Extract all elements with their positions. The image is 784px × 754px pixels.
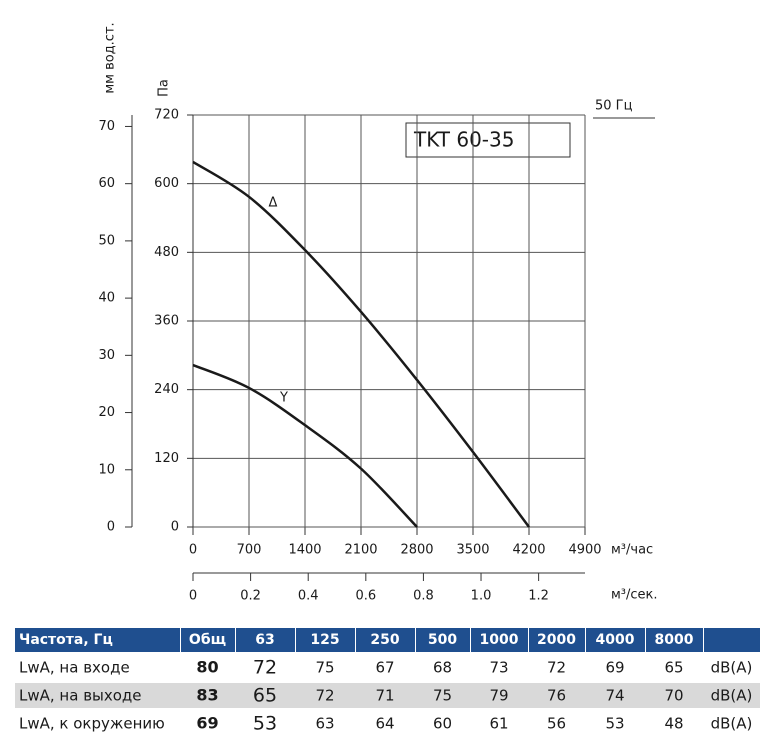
- table-cell: 61: [489, 715, 508, 733]
- table-cell: 69: [605, 659, 624, 677]
- y2-tick-label: 10: [98, 462, 115, 477]
- header-cell: [356, 628, 415, 652]
- x2-tick-label: 1.0: [471, 589, 492, 604]
- header-cell: [646, 628, 703, 652]
- y2-tick-label: 50: [98, 233, 115, 248]
- header-cell: [704, 628, 760, 652]
- table-cell: 70: [664, 687, 683, 705]
- table-cell: LwA, на выходе: [19, 687, 142, 705]
- y-tick-label: 0: [171, 520, 179, 535]
- curve: [192, 363, 418, 528]
- table-cell: 73: [489, 659, 508, 677]
- y2-tick-label: 40: [98, 291, 115, 306]
- y-tick-label: 720: [154, 108, 179, 123]
- table-cell: LwA, к окружению: [19, 715, 165, 733]
- y2-tick-label: 20: [98, 405, 115, 420]
- header-label: 4000: [596, 632, 635, 648]
- y2-tick-label: 30: [98, 348, 115, 363]
- y2-axis-label: мм вод.ст.: [103, 22, 118, 93]
- x2-tick-label: 0.6: [355, 589, 376, 604]
- header-cell: [471, 628, 528, 652]
- y-tick-label: 600: [154, 176, 179, 191]
- header-cell: [296, 628, 355, 652]
- y-tick-label: 360: [154, 314, 179, 329]
- table-cell: 71: [375, 687, 394, 705]
- x-tick-label: 0: [189, 543, 197, 558]
- header-cell: [15, 628, 180, 652]
- header-cell: [529, 628, 585, 652]
- table-cell: 56: [547, 715, 566, 733]
- header-cell: [416, 628, 470, 652]
- table-cell: 83: [196, 686, 218, 705]
- table-cell: 79: [489, 687, 508, 705]
- x-tick-label: 2100: [344, 543, 377, 558]
- y-axis-label: Па: [157, 79, 172, 97]
- table-cell: dB(A): [711, 687, 753, 705]
- y2-tick-label: 60: [98, 176, 115, 191]
- table-cell: 48: [664, 715, 683, 733]
- table-cell: 64: [375, 715, 394, 733]
- table-cell: dB(A): [711, 659, 753, 677]
- header-label: Общ: [189, 632, 226, 648]
- table-cell: 76: [547, 687, 566, 705]
- annotation: 50 Гц: [595, 99, 633, 114]
- y-tick-label: 120: [154, 451, 179, 466]
- table-cell: 72: [547, 659, 566, 677]
- x-tick-label: 1400: [288, 543, 321, 558]
- header-cell: [586, 628, 645, 652]
- table-cell: 53: [605, 715, 624, 733]
- table-cell: 60: [433, 715, 452, 733]
- header-cell: [181, 628, 235, 652]
- title-box: [405, 122, 571, 158]
- y2-tick-label: 70: [98, 119, 115, 134]
- table-cell: 75: [315, 659, 334, 677]
- x-tick-label: 4200: [512, 543, 545, 558]
- x-tick-label: 2800: [400, 543, 433, 558]
- curve: [192, 160, 531, 528]
- table-cell: LwA, на входе: [19, 659, 130, 677]
- curve-label: Δ: [269, 196, 278, 211]
- y2-tick-label: 0: [107, 520, 115, 535]
- chart-title: TKT 60-35: [413, 128, 514, 152]
- table-cell: 72: [315, 687, 334, 705]
- x2-tick-label: 1.2: [528, 589, 549, 604]
- table-cell: dB(A): [711, 715, 753, 733]
- table-cell: 53: [253, 713, 277, 735]
- table-cell: 80: [196, 658, 218, 677]
- table-cell: 72: [253, 657, 277, 679]
- curve-label: Y: [279, 391, 288, 406]
- table-cell: 67: [375, 659, 394, 677]
- x2-tick-label: 0.2: [240, 589, 261, 604]
- x-tick-label: 3500: [456, 543, 489, 558]
- table-cell: 68: [433, 659, 452, 677]
- x-tick-label: 4900: [568, 543, 601, 558]
- table-cell: 69: [196, 714, 218, 733]
- x2-tick-label: 0.4: [298, 589, 319, 604]
- row-band: [15, 683, 760, 708]
- table-cell: 74: [605, 687, 624, 705]
- y-tick-label: 240: [154, 382, 179, 397]
- header-label: 500: [428, 632, 457, 648]
- x2-axis-label: м³/сек.: [611, 588, 658, 603]
- x-tick-label: 700: [237, 543, 262, 558]
- x-axis-label: м³/час: [611, 543, 653, 558]
- header-label: 250: [370, 632, 399, 648]
- header-cell: [236, 628, 295, 652]
- table-cell: 63: [315, 715, 334, 733]
- header-label: Частота, Гц: [19, 632, 113, 648]
- header-label: 63: [255, 632, 274, 648]
- table-cell: 65: [664, 659, 683, 677]
- y-tick-label: 480: [154, 245, 179, 260]
- table-cell: 65: [253, 685, 277, 707]
- header-label: 8000: [655, 632, 694, 648]
- header-label: 125: [310, 632, 339, 648]
- table-cell: 75: [433, 687, 452, 705]
- header-label: 1000: [480, 632, 519, 648]
- header-label: 2000: [537, 632, 576, 648]
- x2-tick-label: 0.8: [413, 589, 434, 604]
- x2-tick-label: 0: [189, 589, 197, 604]
